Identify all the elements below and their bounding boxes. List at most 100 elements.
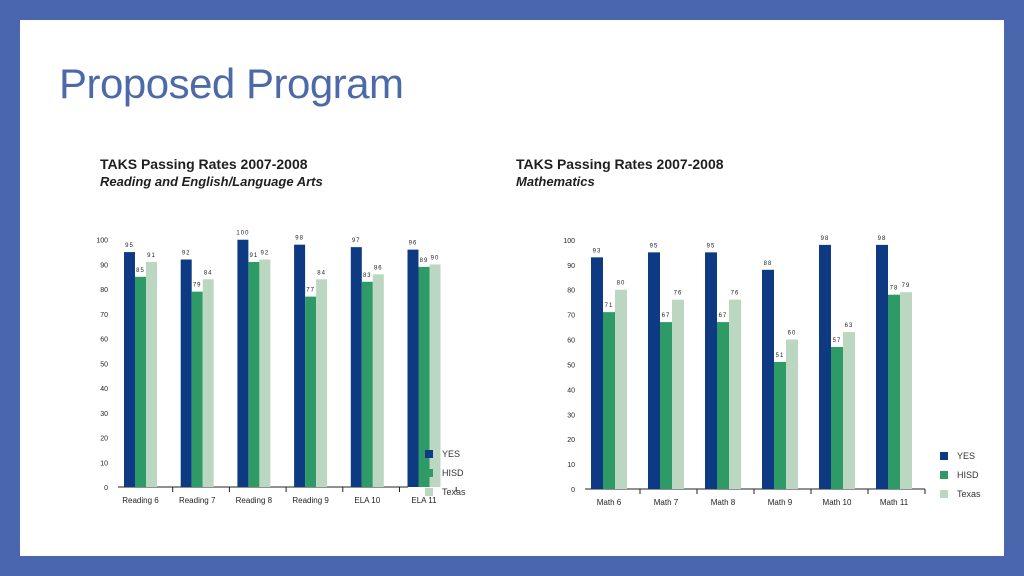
bar-texas	[259, 259, 271, 487]
data-label: 76	[674, 291, 683, 297]
legend-swatch-hisd	[425, 469, 433, 477]
data-label: 79	[193, 283, 202, 289]
legend-label: HISD	[957, 470, 979, 480]
data-label: 92	[182, 251, 191, 257]
data-label: 98	[295, 236, 304, 242]
category-label: Math 8	[711, 498, 736, 507]
math-bar-chart: 0 10 20 30 40 50 60 70 80 90 100 93 71 80 Math 6 95 67 76…	[563, 236, 981, 507]
data-label: 98	[878, 236, 887, 242]
data-label: 63	[845, 323, 854, 329]
data-label: 96	[409, 241, 418, 247]
bar-yes	[294, 244, 306, 487]
bar-yes	[705, 252, 717, 489]
bar-yes	[876, 244, 888, 489]
data-label: 88	[764, 261, 773, 267]
y-tick-label: 60	[567, 338, 575, 345]
bar-yes	[648, 252, 660, 489]
y-tick-label: 90	[567, 263, 575, 270]
legend-label: Texas	[957, 489, 981, 499]
bar-yes	[819, 244, 831, 489]
data-label: 97	[352, 238, 361, 244]
y-tick-label: 40	[567, 387, 575, 394]
bar-hisd	[305, 296, 317, 487]
data-label: 84	[317, 270, 326, 276]
category-label: Math 6	[597, 498, 622, 507]
y-tick-label: 20	[567, 437, 575, 444]
data-label: 67	[662, 313, 671, 319]
legend-swatch-yes	[425, 450, 433, 458]
legend-swatch-yes	[940, 452, 948, 460]
data-label: 79	[902, 283, 911, 289]
bar-hisd	[361, 281, 373, 487]
data-label: 77	[306, 288, 315, 294]
y-tick-label: 70	[100, 312, 108, 319]
data-label: 60	[788, 331, 797, 337]
bar-hisd	[717, 322, 729, 489]
slide-title: Proposed Program	[59, 60, 404, 107]
y-tick-label: 80	[100, 287, 108, 294]
data-label: 83	[363, 273, 372, 279]
legend-label: Texas	[442, 487, 466, 497]
bar-hisd	[888, 294, 900, 489]
y-tick-label: 10	[567, 462, 575, 469]
bar-hisd	[660, 322, 672, 489]
y-tick-label: 100	[96, 238, 108, 245]
category-label: Math 11	[880, 498, 909, 507]
y-tick-label: 30	[567, 412, 575, 419]
data-label: 91	[250, 253, 259, 259]
bar-yes	[124, 252, 135, 487]
legend-label: YES	[442, 449, 460, 459]
y-tick-label: 50	[100, 361, 108, 368]
data-label: 98	[821, 236, 830, 242]
reading-chart-subtitle: Reading and English/Language Arts	[100, 174, 323, 189]
bar-texas	[146, 261, 157, 487]
math-chart-title: TAKS Passing Rates 2007-2008	[516, 156, 724, 172]
y-tick-label: 60	[100, 337, 108, 344]
y-tick-label: 0	[571, 487, 575, 494]
data-label: 84	[204, 270, 213, 276]
y-tick-label: 70	[567, 313, 575, 320]
y-tick-label: 90	[100, 262, 108, 269]
y-tick-label: 20	[100, 436, 108, 443]
y-tick-label: 30	[100, 411, 108, 418]
y-tick-label: 100	[563, 238, 575, 245]
data-label: 91	[147, 253, 156, 259]
reading-chart-title: TAKS Passing Rates 2007-2008	[100, 156, 308, 172]
category-label: Math 10	[823, 498, 852, 507]
data-label: 95	[707, 243, 716, 249]
data-label: 95	[125, 243, 134, 249]
bar-texas	[615, 289, 627, 489]
data-label: 89	[420, 258, 429, 264]
bar-texas	[202, 279, 214, 487]
math-chart-heading: TAKS Passing Rates 2007-2008 Mathematics	[516, 156, 724, 189]
data-label: 80	[617, 281, 626, 287]
bar-hisd	[191, 291, 203, 487]
data-label: 51	[776, 353, 785, 359]
category-label: Math 7	[654, 498, 679, 507]
data-label: 90	[431, 255, 440, 261]
bar-yes	[591, 257, 603, 489]
bar-yes	[180, 259, 192, 487]
legend-swatch-hisd	[940, 471, 948, 479]
bar-hisd	[603, 312, 615, 489]
category-label: Reading 9	[292, 496, 329, 505]
data-label: 93	[593, 248, 602, 254]
category-label: ELA 11	[411, 496, 437, 505]
legend-label: HISD	[442, 468, 464, 478]
bar-yes	[762, 269, 774, 489]
bar-hisd	[418, 266, 430, 487]
y-tick-label: 10	[100, 460, 108, 467]
y-tick-label: 80	[567, 288, 575, 295]
bar-texas	[843, 332, 855, 489]
category-label: Math 9	[768, 498, 793, 507]
bar-texas	[372, 274, 384, 487]
data-label: 86	[374, 265, 383, 271]
bar-texas	[429, 264, 441, 487]
category-label: Reading 6	[122, 496, 159, 505]
data-label: 78	[890, 286, 899, 292]
reading-chart-heading: TAKS Passing Rates 2007-2008 Reading and…	[100, 156, 323, 189]
bar-texas	[786, 339, 798, 489]
y-tick-label: 0	[104, 485, 108, 492]
data-label: 71	[605, 303, 614, 309]
data-label: 57	[833, 338, 842, 344]
